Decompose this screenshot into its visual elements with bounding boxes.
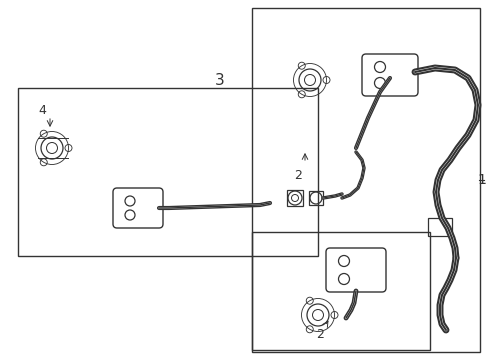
Text: 3: 3	[215, 72, 225, 87]
Bar	[287, 190, 303, 206]
Bar	[252, 232, 430, 350]
Bar	[428, 218, 452, 236]
Text: 1: 1	[477, 173, 486, 187]
Text: 2: 2	[294, 168, 302, 181]
Text: 4: 4	[38, 104, 46, 117]
Bar	[18, 88, 318, 256]
Bar	[252, 8, 480, 352]
Text: 2: 2	[316, 328, 324, 341]
Bar	[309, 191, 323, 205]
